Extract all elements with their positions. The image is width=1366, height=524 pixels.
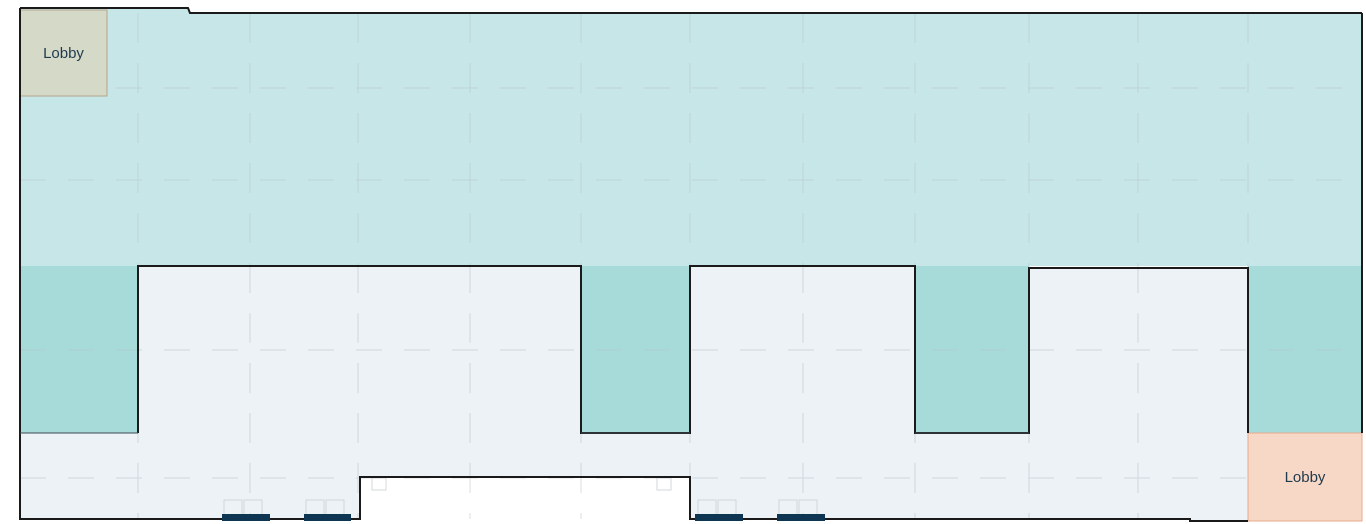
column-bay-4[interactable] [1248, 266, 1362, 433]
lobby-room-top-left[interactable] [19, 9, 108, 97]
door-mark-3[interactable] [695, 514, 743, 521]
door-mark-1[interactable] [222, 514, 270, 521]
upper-zone[interactable] [20, 8, 1362, 266]
door-marks[interactable] [222, 514, 825, 521]
lobby-room-bottom-right[interactable] [1247, 432, 1363, 522]
walls [19, 7, 1363, 522]
door-mark-2[interactable] [304, 514, 351, 521]
lower-zone[interactable] [20, 266, 1248, 520]
door-mark-4[interactable] [777, 514, 825, 521]
